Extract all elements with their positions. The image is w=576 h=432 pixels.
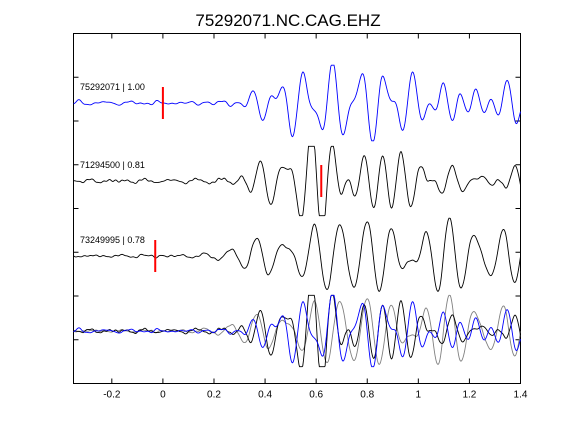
overlay-trace-line	[73, 294, 521, 368]
x-tick-label: 0.6	[309, 390, 323, 401]
x-tick-label: 0.8	[360, 390, 374, 401]
trace-label: 71294500 | 0.81	[80, 160, 145, 170]
x-tick-label: 1.2	[462, 390, 476, 401]
trace-line	[73, 64, 521, 142]
trace-label: 73249995 | 0.78	[80, 235, 145, 245]
seismogram-traces	[73, 64, 521, 368]
trace-line	[73, 145, 521, 217]
x-tick-label: 0.4	[258, 390, 272, 401]
trace-labels: 75292071 | 1.00 71294500 | 0.81 73249995 |…	[80, 82, 145, 245]
trace-line	[73, 217, 521, 292]
trace-label: 75292071 | 1.00	[80, 82, 145, 92]
y-axis-ticks	[73, 76, 521, 341]
x-tick-label: 0	[160, 390, 166, 401]
x-tick-label: 1	[416, 390, 422, 401]
x-tick-label: 0.2	[207, 390, 221, 401]
chart-title: 75292071.NC.CAG.EHZ	[195, 11, 380, 30]
x-axis: -0.2 0 0.2 0.4 0.6 0.8 1 1.2 1.4	[103, 33, 528, 401]
x-tick-label: -0.2	[103, 390, 121, 401]
x-tick-label: 1.4	[514, 390, 528, 401]
overlay-trace-line	[73, 294, 521, 368]
